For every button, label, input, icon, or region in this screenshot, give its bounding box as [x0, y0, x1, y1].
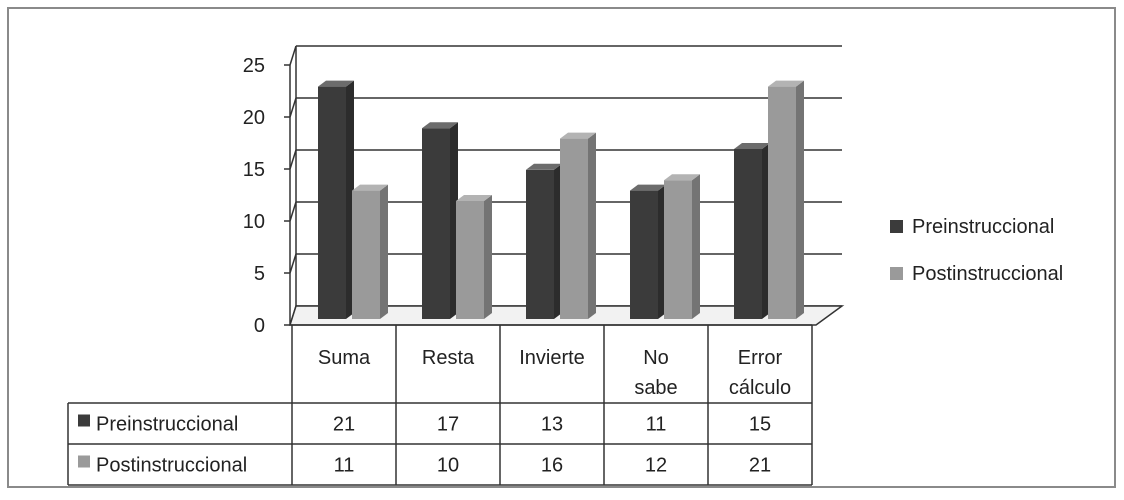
bar-preinstruccional-no-sabe — [630, 184, 666, 319]
bar-top — [664, 174, 700, 181]
data-table: Suma Resta Invierte No sabe Error cálculo Prein… — [67, 324, 813, 486]
bar-front — [422, 128, 450, 319]
table-value: 12 — [645, 455, 667, 477]
y-tick-label: 20 — [243, 107, 265, 129]
category-label-resta: Resta — [422, 347, 475, 369]
gridline-side — [289, 45, 297, 66]
gridline-side — [289, 149, 297, 170]
bar-side — [796, 80, 804, 319]
bar-front — [456, 201, 484, 319]
legend-key — [890, 220, 903, 233]
bars — [318, 80, 804, 319]
bar-front — [318, 86, 346, 319]
bar-front — [630, 190, 658, 319]
table-value: 10 — [437, 455, 459, 477]
y-axis-ticks: 0 5 10 15 20 25 — [243, 55, 290, 337]
bar-top — [352, 184, 388, 191]
bar-side — [692, 174, 700, 319]
gridline-side — [289, 253, 297, 274]
bar-preinstruccional-resta — [422, 122, 458, 319]
legend: Preinstruccional Postinstruccional — [890, 216, 1063, 285]
bar-preinstruccional-invierte — [526, 163, 562, 319]
bar-side — [588, 132, 596, 319]
legend-key — [890, 267, 903, 280]
bar-postinstruccional-invierte — [560, 132, 596, 319]
bar-top — [526, 163, 562, 170]
bar-front — [734, 149, 762, 319]
bar-top — [422, 122, 458, 129]
table-value: 21 — [749, 455, 771, 477]
bar-front — [560, 138, 588, 319]
bar-top — [456, 195, 492, 201]
category-label-suma: Suma — [318, 347, 371, 369]
table-legend-key — [78, 414, 90, 427]
table-legend-key — [78, 455, 90, 468]
legend-label: Preinstruccional — [912, 216, 1054, 238]
bar-postinstruccional-resta — [456, 195, 492, 319]
bar-top — [560, 132, 596, 139]
y-tick-label: 25 — [243, 55, 265, 77]
bar-top — [768, 80, 804, 87]
y-tick-label: 15 — [243, 159, 265, 181]
category-label-error-calculo: Error — [738, 347, 783, 369]
category-label-no-sabe: No — [643, 347, 669, 369]
table-value: 11 — [646, 414, 667, 436]
y-tick-label: 5 — [254, 263, 265, 285]
bar-side — [380, 184, 388, 319]
table-value: 15 — [749, 414, 771, 436]
table-value: 11 — [334, 455, 355, 477]
y-tick-label: 0 — [254, 315, 265, 337]
bar-top — [630, 184, 666, 191]
bar-top — [318, 80, 354, 87]
legend-label: Postinstruccional — [912, 263, 1063, 285]
bar-front — [352, 190, 380, 319]
table-value: 16 — [541, 455, 563, 477]
table-row-header: Postinstruccional — [96, 455, 247, 477]
table-value: 21 — [333, 414, 355, 436]
table-value: 13 — [541, 414, 563, 436]
category-label-error-calculo: cálculo — [729, 377, 791, 399]
bar-front — [526, 169, 554, 319]
bar-postinstruccional-no-sabe — [664, 174, 700, 319]
category-label-invierte: Invierte — [519, 347, 585, 369]
table-row-header: Preinstruccional — [96, 414, 238, 436]
bar-front — [768, 86, 796, 319]
bar-preinstruccional-suma — [318, 80, 354, 319]
table-value: 17 — [437, 414, 459, 436]
bar-side — [484, 195, 492, 319]
bar-preinstruccional-error-calculo — [734, 143, 770, 319]
bar-postinstruccional-suma — [352, 184, 388, 319]
bar-top — [734, 143, 770, 149]
category-label-no-sabe: sabe — [634, 377, 677, 399]
gridline-side — [289, 97, 297, 118]
bar-postinstruccional-error-calculo — [768, 80, 804, 319]
bar-front — [664, 180, 692, 319]
gridline-side — [289, 201, 297, 222]
y-tick-label: 10 — [243, 211, 265, 233]
